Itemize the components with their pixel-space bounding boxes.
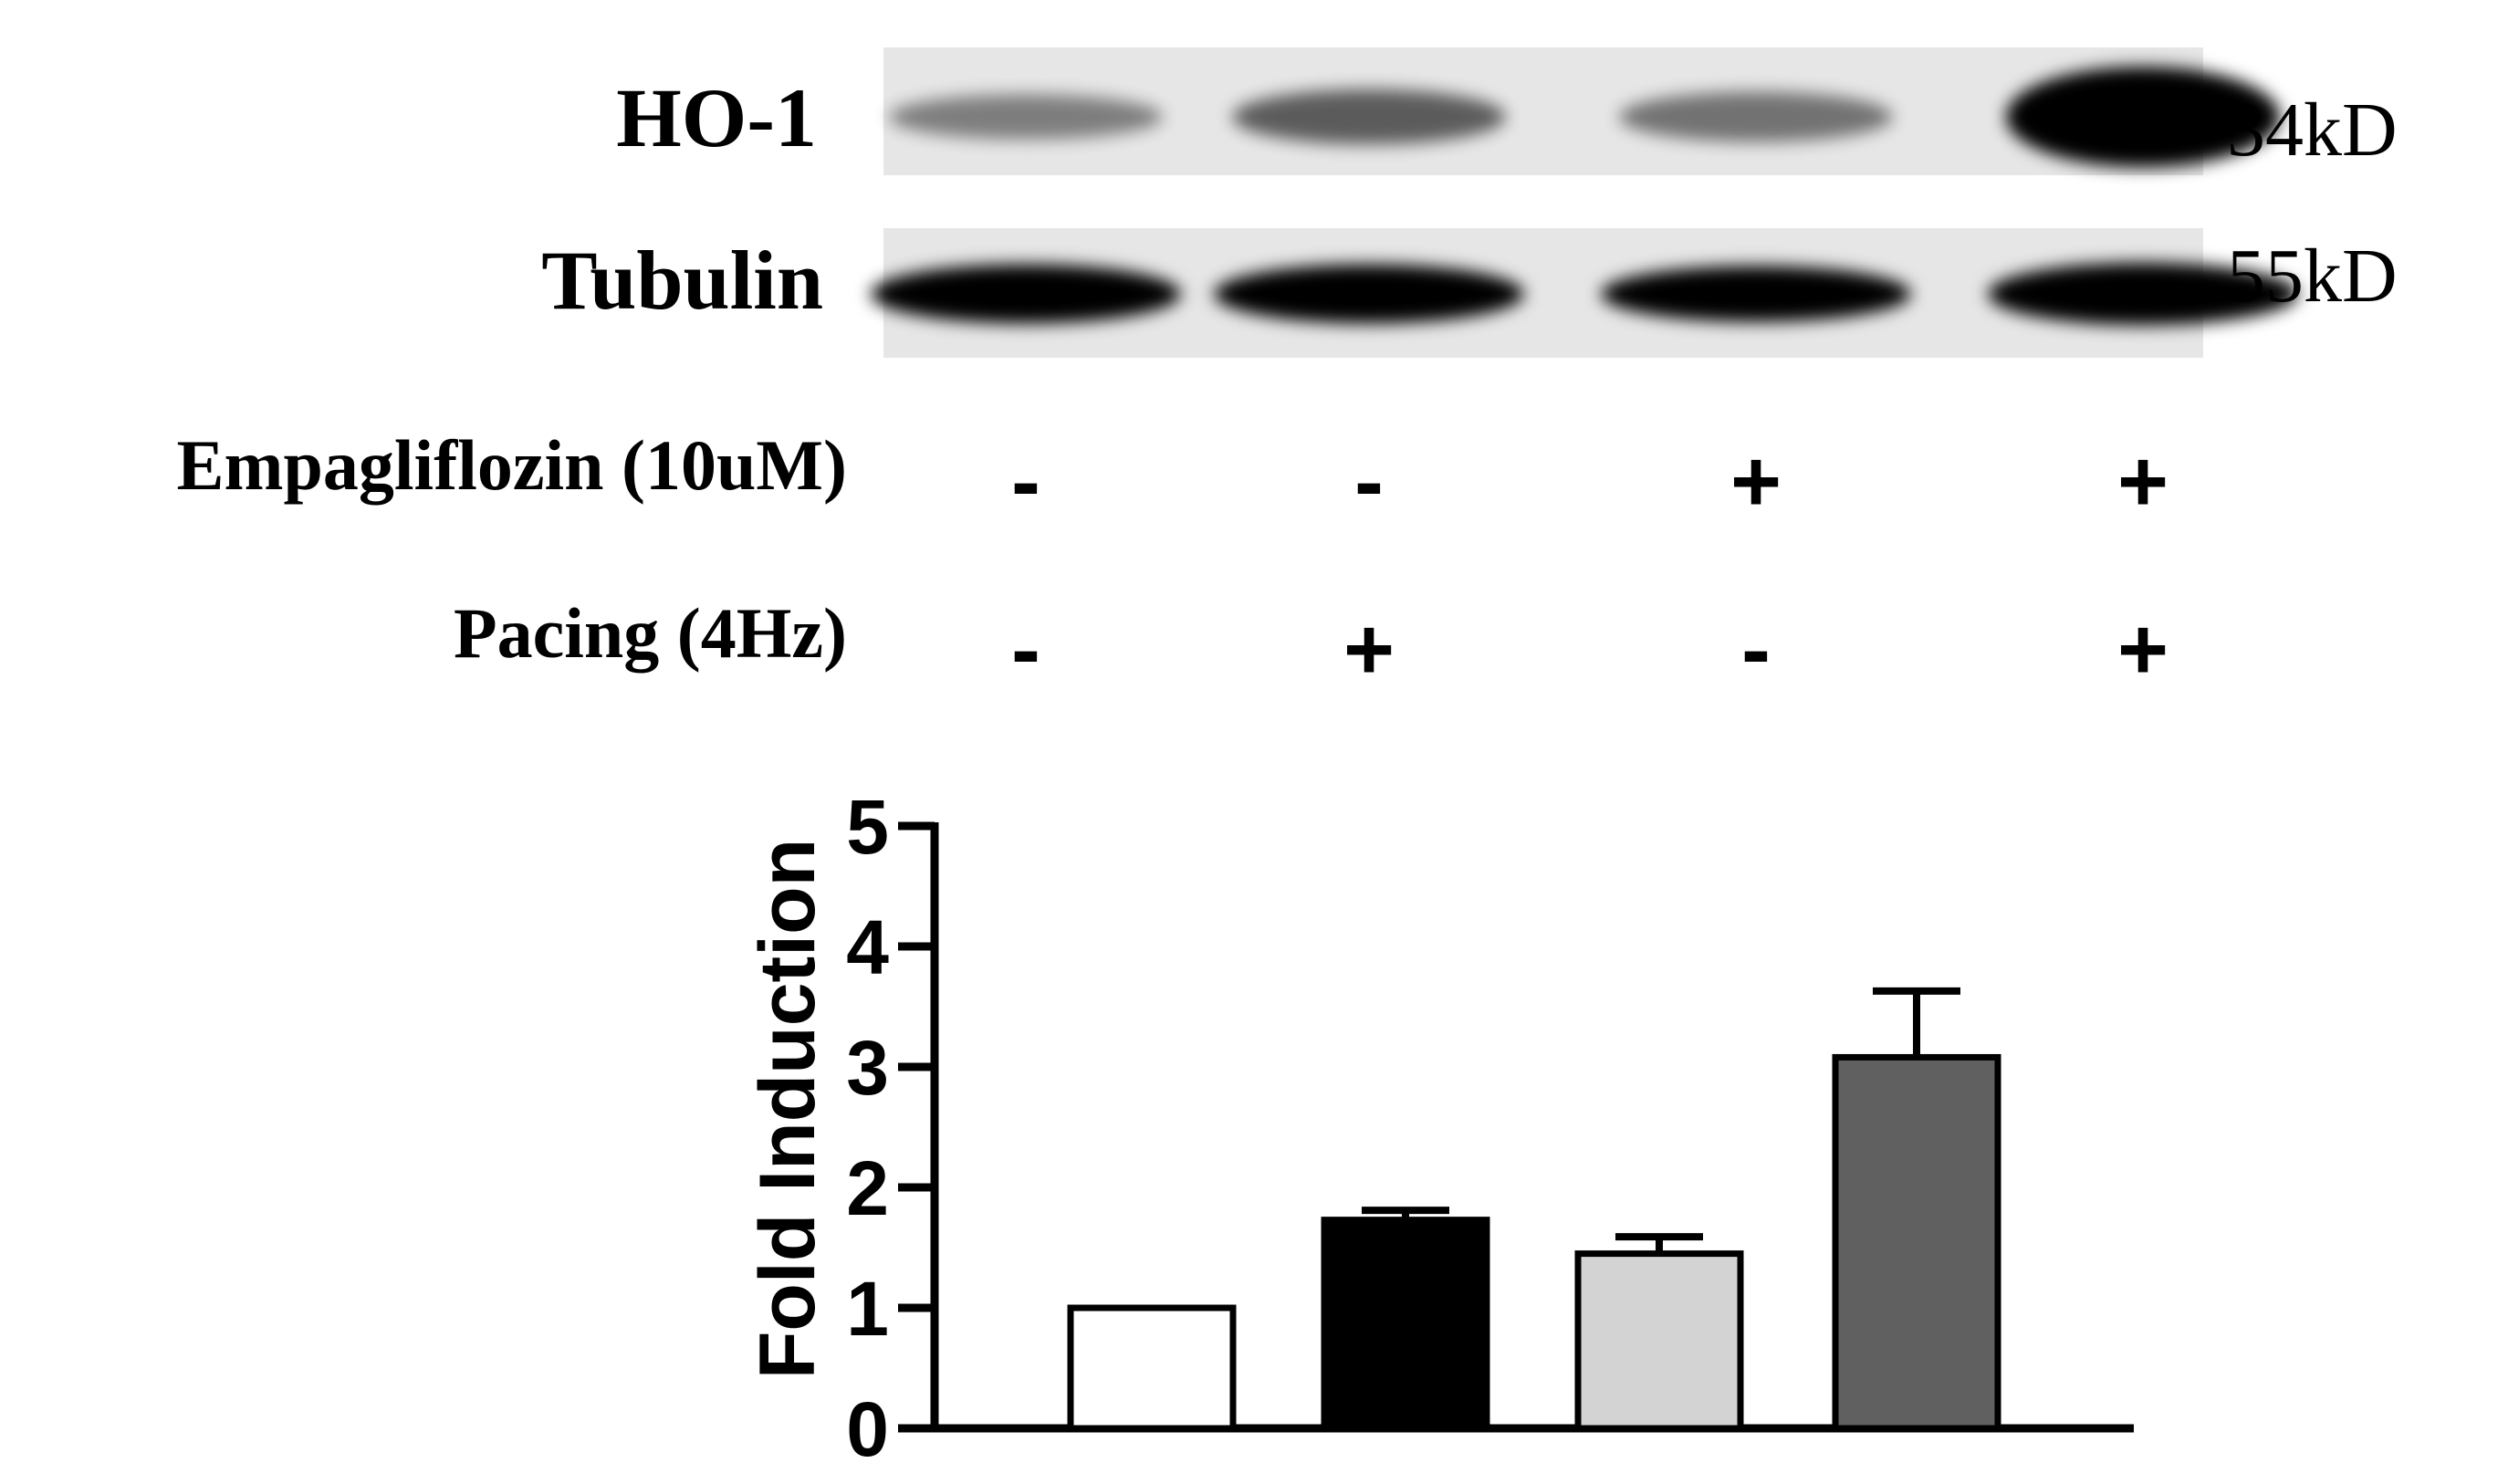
bar [1574, 1250, 1744, 1432]
bar [1067, 1304, 1237, 1432]
blot-bands-tubulin [871, 262, 2298, 326]
condition-sign: + [2117, 433, 2168, 530]
chart-marks: 0 1 2 3 4 5 [846, 784, 2134, 1472]
condition-row-pacing: Pacing (4Hz) - + - + [454, 593, 2168, 698]
y-axis-label: Fold Induction [744, 839, 831, 1379]
blot-bands-ho1 [889, 67, 2280, 167]
blot-band [1988, 262, 2298, 326]
bar-chart: Fold Induction 0 1 2 3 4 5 [744, 784, 2134, 1472]
condition-row-empagliflozin: Empagliflozin (10uM) - - + + [177, 425, 2169, 530]
blot-weight-tubulin: 55kD [2227, 234, 2398, 319]
blot-band [1214, 264, 1524, 324]
bar [1832, 1053, 2001, 1432]
condition-label-pacing: Pacing (4Hz) [454, 593, 847, 673]
condition-sign: + [1343, 601, 1395, 698]
blot-band [1601, 266, 1911, 322]
blot-band [871, 264, 1181, 324]
y-tick-label: 4 [846, 904, 889, 990]
y-tick-label: 5 [846, 784, 889, 870]
blot-band [1232, 89, 1506, 145]
blot-row-tubulin: Tubulin 55kD [541, 228, 2398, 358]
y-tick-label: 1 [846, 1266, 889, 1352]
blot-band [2006, 67, 2280, 167]
condition-sign: + [2117, 601, 2168, 698]
y-tick-label: 0 [846, 1386, 889, 1472]
condition-sign: - [1741, 601, 1771, 698]
condition-sign: - [1011, 433, 1040, 530]
y-tick-label: 2 [846, 1145, 889, 1231]
blot-label-tubulin: Tubulin [541, 234, 823, 327]
blot-band [1619, 91, 1893, 142]
blot-label-ho1: HO-1 [616, 71, 817, 164]
blot-weight-ho1: 34kD [2227, 88, 2398, 172]
y-tick-label: 3 [846, 1025, 889, 1111]
blot-row-ho1: HO-1 34kD [616, 47, 2398, 175]
condition-label-empagliflozin: Empagliflozin (10uM) [177, 425, 848, 505]
condition-sign: + [1730, 433, 1782, 530]
condition-sign: - [1354, 433, 1384, 530]
bar [1321, 1217, 1490, 1432]
blot-band [889, 94, 1163, 140]
condition-sign: - [1011, 601, 1040, 698]
